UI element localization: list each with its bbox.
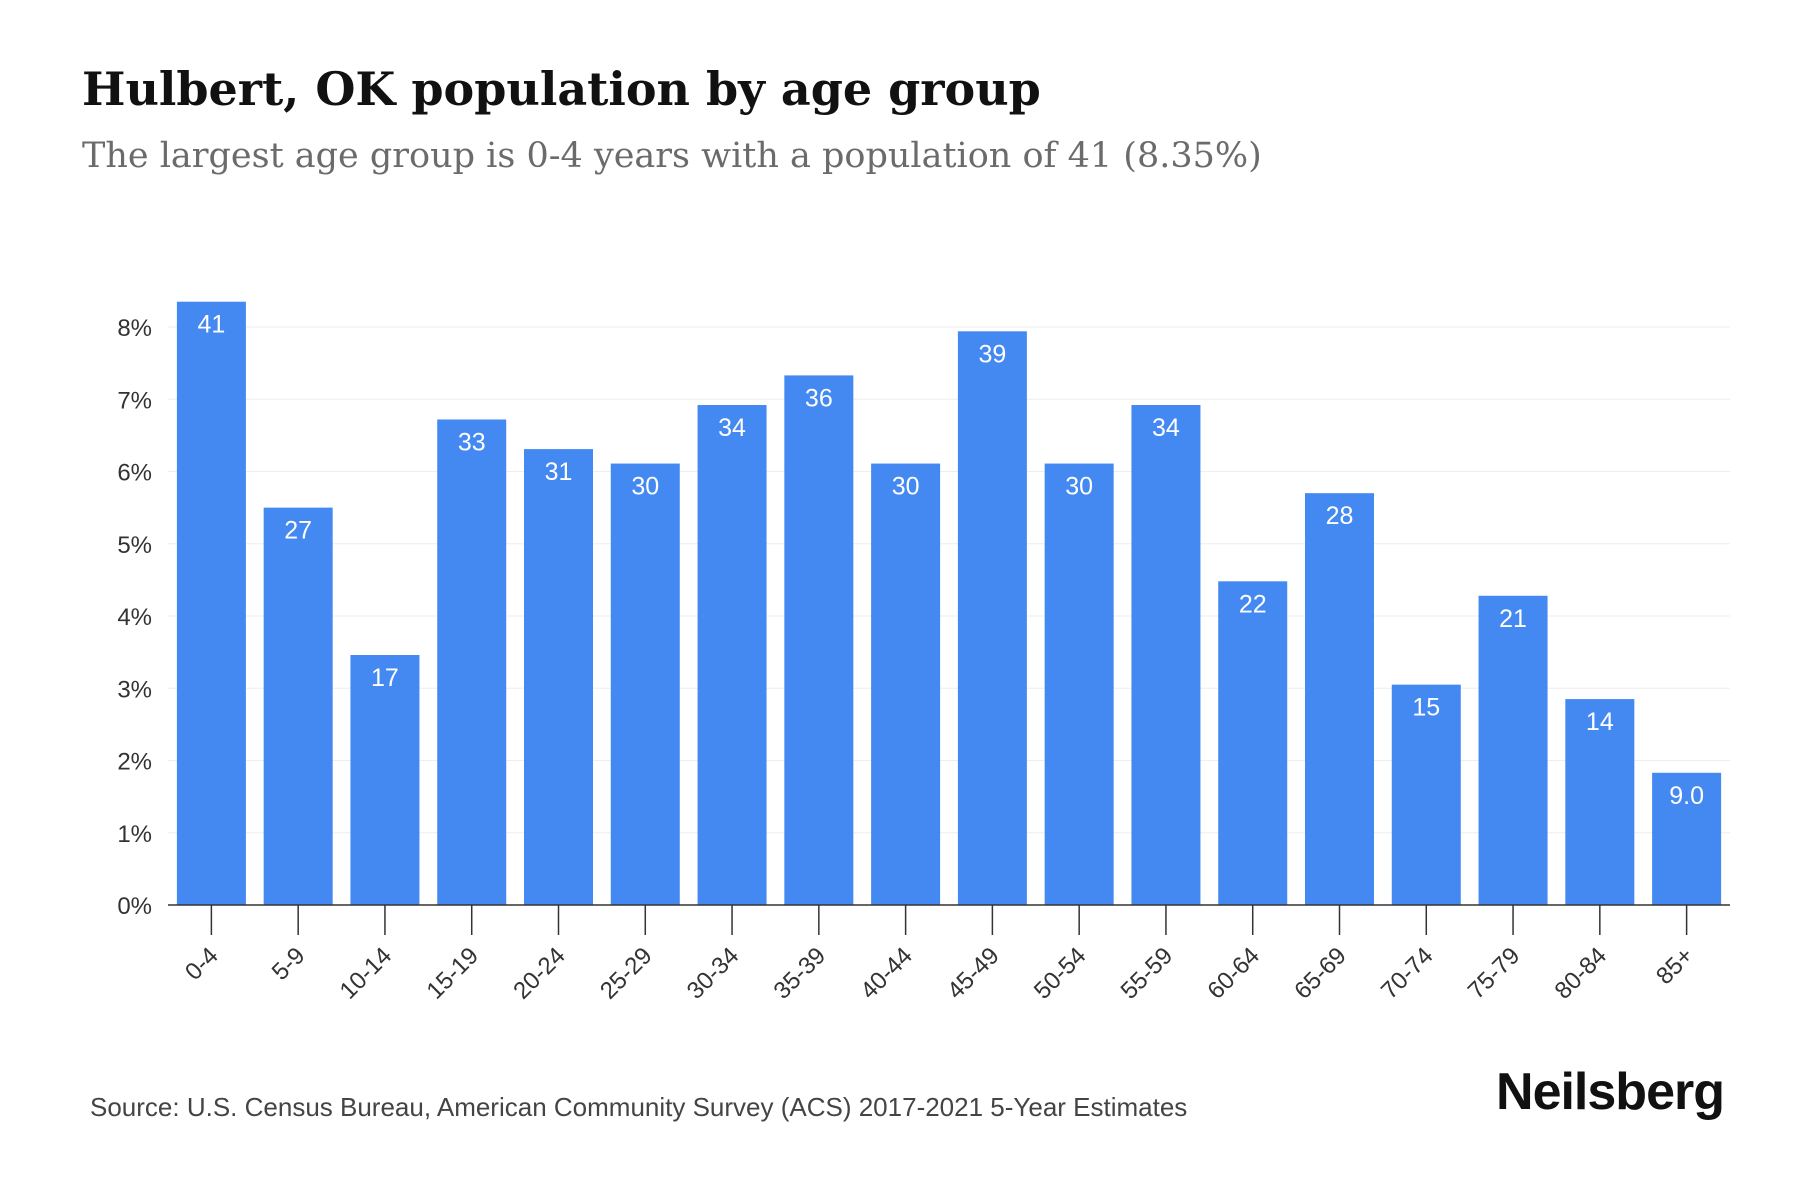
x-tick-label: 70-74 — [1376, 942, 1439, 1005]
y-tick-label: 4% — [117, 604, 152, 631]
y-tick-label: 3% — [117, 676, 152, 703]
chart-title: Hulbert, OK population by age group — [82, 62, 1041, 116]
bar-value-label: 17 — [371, 664, 399, 692]
x-tick-label: 55-59 — [1116, 942, 1179, 1005]
x-tick-label: 50-54 — [1029, 942, 1092, 1005]
x-tick-label: 85+ — [1651, 942, 1699, 990]
bar-value-label: 34 — [718, 414, 746, 442]
bar-chart: 0% 1% 2% 3% 4% 5% 6% 7% 8% 41 0-4 27 5-9 17 10-14 33 15-… — [117, 301, 1730, 1005]
bar-value-label: 28 — [1326, 502, 1354, 530]
bar — [784, 375, 854, 906]
bar — [957, 331, 1027, 906]
x-tick-label: 30-34 — [682, 942, 745, 1005]
bar — [1391, 684, 1461, 905]
bar — [871, 463, 941, 905]
bar — [1565, 699, 1635, 905]
y-tick-label: 1% — [117, 821, 152, 848]
bar-value-label: 39 — [978, 340, 1006, 368]
x-tick-label: 40-44 — [855, 942, 918, 1005]
x-tick-label: 10-14 — [335, 942, 398, 1005]
bar — [1131, 405, 1201, 905]
bar — [524, 449, 593, 905]
bar — [1652, 772, 1722, 905]
bar-value-label: 41 — [197, 311, 225, 339]
x-tick-label: 80-84 — [1550, 942, 1613, 1005]
x-tick-label: 25-29 — [595, 942, 658, 1005]
x-tick-label: 20-24 — [508, 942, 571, 1005]
x-tick-label: 45-49 — [942, 942, 1005, 1005]
bar-value-label: 21 — [1499, 605, 1527, 633]
x-tick-label: 5-9 — [267, 942, 311, 986]
bar-value-label: 31 — [545, 458, 573, 486]
x-tick-label: 75-79 — [1463, 942, 1526, 1005]
bar — [1044, 463, 1114, 905]
bar-value-label: 36 — [805, 384, 833, 412]
y-tick-label: 0% — [117, 893, 152, 920]
bar-value-label: 30 — [1065, 473, 1093, 501]
y-tick-label: 6% — [117, 460, 152, 487]
brand-logo: Neilsberg — [1496, 1063, 1725, 1121]
bar — [350, 655, 420, 905]
bar — [610, 463, 680, 905]
bar-value-label: 34 — [1152, 414, 1180, 442]
y-tick-label: 7% — [117, 387, 152, 414]
bar — [263, 507, 333, 905]
bar-value-label: 22 — [1239, 590, 1267, 618]
y-tick-label: 5% — [117, 532, 152, 559]
bar — [1478, 595, 1548, 905]
bar-value-label: 27 — [284, 517, 312, 545]
x-tick-label: 15-19 — [421, 942, 484, 1005]
y-tick-label: 2% — [117, 749, 152, 776]
bar — [697, 405, 767, 905]
bar-value-label: 30 — [631, 473, 659, 501]
x-tick-label: 0-4 — [180, 942, 224, 986]
bar-value-label: 30 — [892, 473, 920, 501]
source-note: Source: U.S. Census Bureau, American Com… — [90, 1092, 1188, 1122]
bar — [437, 419, 507, 905]
y-tick-label: 8% — [117, 315, 152, 342]
x-tick-label: 65-69 — [1289, 942, 1352, 1005]
bar — [176, 301, 246, 905]
bar-value-label: 14 — [1586, 708, 1614, 736]
bar — [1305, 493, 1374, 905]
bar — [1218, 581, 1288, 905]
x-tick-label: 60-64 — [1202, 942, 1265, 1005]
bar-value-label: 33 — [458, 428, 486, 456]
bar-value-label: 9.0 — [1669, 782, 1704, 810]
chart-subtitle: The largest age group is 0-4 years with … — [82, 136, 1262, 176]
bar-value-label: 15 — [1412, 694, 1440, 722]
x-tick-label: 35-39 — [769, 942, 832, 1005]
